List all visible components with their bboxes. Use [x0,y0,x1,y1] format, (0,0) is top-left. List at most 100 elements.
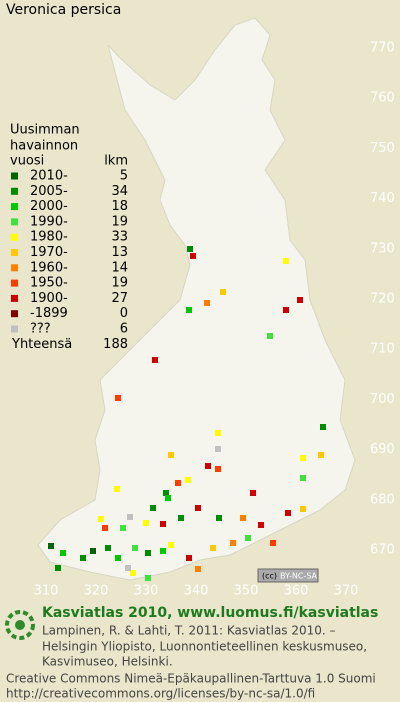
x-axis-label: 350 [234,584,259,599]
y-axis-label: 700 [370,392,395,407]
observation [60,550,66,556]
legend-swatch [11,264,18,272]
legend-swatch [11,310,18,318]
y-axis-label: 740 [370,191,395,206]
observation [168,452,174,458]
observation [210,545,216,551]
license-badge [257,568,319,583]
y-axis-label: 690 [370,442,395,457]
legend-heading: havainnon [10,139,78,154]
legend-swatch [11,233,18,241]
observation [195,566,201,572]
legend-swatch [11,249,18,256]
legend-count: 34 [111,184,128,199]
observation [90,548,96,554]
legend-count: 13 [111,245,128,260]
observation [220,289,226,295]
observation [215,446,221,452]
legend-swatch [11,325,18,333]
observation [152,357,158,363]
observation [250,490,256,496]
legend-heading: Uusimman [10,123,80,138]
observation [132,545,138,551]
license-line: http://creativecommons.org/licenses/by-n… [6,687,315,701]
legend-label: 1960- [30,260,68,275]
observation [195,505,201,511]
license-badge-text: BY-NC-SA [280,572,318,581]
observation [178,515,184,521]
observation [114,486,120,492]
legend-label: ??? [30,322,51,337]
y-axis-label: 670 [370,543,395,558]
observation [187,246,193,252]
x-axis-label: 370 [334,584,359,599]
observation [120,525,126,531]
observation [160,521,166,527]
observation [283,258,289,264]
legend-swatch [11,294,18,302]
observation [300,475,306,481]
observation [55,565,61,571]
y-axis-label: 730 [370,241,395,256]
observation [300,455,306,461]
logo [5,610,35,640]
legend-label: -1899 [30,306,68,321]
observation [258,522,264,528]
x-axis-label: 310 [34,584,59,599]
y-axis-label: 710 [370,342,395,357]
map-title: Veronica persica [6,2,121,18]
legend-count: 27 [111,291,128,306]
legend-count: 19 [111,214,128,229]
observation [115,555,121,561]
legend-label: 2000- [30,199,68,214]
observation [190,253,196,259]
legend-label: 2010- [30,169,68,184]
observation [270,540,276,546]
legend-swatch [11,187,18,195]
observation [115,395,121,401]
observation [240,515,246,521]
legend-count: 19 [111,276,128,291]
legend-count: 33 [111,230,128,245]
observation [143,520,149,526]
observation [145,575,151,581]
x-axis-label: 340 [184,584,209,599]
legend-count: 6 [120,322,128,337]
observation [127,514,133,520]
observation [102,525,108,531]
legend-count: 18 [111,199,128,214]
legend-swatch [11,172,18,180]
observation [297,297,303,303]
observation [163,490,169,496]
observation [165,495,171,501]
observation [130,570,136,576]
legend-label: 1980- [30,230,68,245]
license-cc: (cc) [262,572,277,581]
observation [283,307,289,313]
citation: Helsingin Yliopisto, Luonnontieteellinen… [42,640,367,654]
legend-label: 1970- [30,245,68,260]
observation [48,543,54,549]
observation [215,466,221,472]
x-axis-label: 330 [134,584,159,599]
observation [125,565,131,571]
observation [185,477,191,483]
observation [204,300,210,306]
legend-count: 0 [120,306,128,321]
observation [205,463,211,469]
legend-count: 14 [111,260,128,275]
legend-swatch [11,218,18,226]
axes: 310 320 330 340 350 360 3707707607507407307207… [34,41,395,599]
observation [186,555,192,561]
legend-label: 1990- [30,214,68,229]
observation-dots [48,246,326,581]
observation [168,542,174,548]
legend-swatch [11,203,18,211]
legend-total: 188 [103,337,128,352]
observation [105,545,111,551]
observation [80,555,86,561]
observation [216,515,222,521]
legend-label: 1950- [30,276,68,291]
